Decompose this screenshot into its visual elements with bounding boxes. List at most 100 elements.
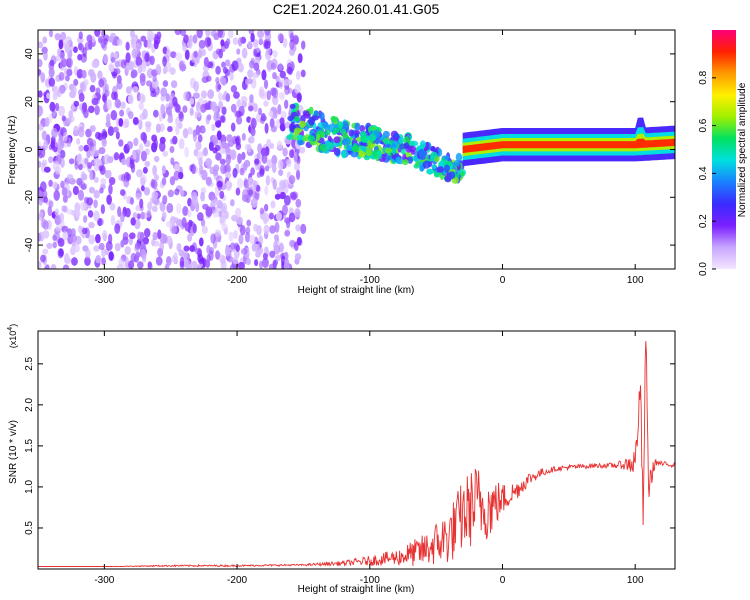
spectrogram-cell <box>38 145 42 156</box>
snr-frame <box>37 330 676 570</box>
spectrogram-x-tick-label: -200 <box>227 275 247 286</box>
spectrogram-cell <box>272 71 277 80</box>
spectrogram-cell <box>377 150 383 160</box>
spectrogram-cell <box>41 130 47 141</box>
spectrogram-cell <box>259 165 265 175</box>
spectrogram-cell <box>143 228 151 238</box>
spectrogram-cell <box>325 129 331 136</box>
spectrogram-cell <box>224 69 231 77</box>
spectrogram-cell <box>160 103 166 115</box>
spectrogram-cell <box>138 102 144 111</box>
spectrogram-cell <box>126 173 132 181</box>
spectrogram-cell <box>236 48 241 55</box>
spectrogram-cell <box>256 171 262 178</box>
snr-y-scale-exponent: 4 <box>7 327 14 331</box>
spectrogram-cell <box>88 39 93 50</box>
spectrogram-cell <box>234 110 242 118</box>
spectrogram-cell <box>59 51 65 60</box>
spectrogram-cell <box>216 180 223 188</box>
spectrogram-cell <box>293 36 299 45</box>
spectrogram-cell <box>192 223 197 234</box>
spectrogram-cell <box>175 124 180 136</box>
snr-series-line <box>38 341 675 568</box>
spectrogram-cell <box>122 231 129 241</box>
spectrogram-cell <box>132 86 139 93</box>
spectrogram-y-label: Frequency (Hz) <box>7 116 18 185</box>
spectrogram-cell <box>192 92 200 99</box>
spectrogram-cell <box>354 132 360 138</box>
spectrogram-cell <box>261 153 268 164</box>
spectrogram-cell <box>258 107 263 116</box>
spectrogram-cell <box>152 231 158 241</box>
spectrogram-cell <box>246 219 252 227</box>
spectrogram-cell <box>171 226 178 234</box>
spectrogram-cell <box>269 250 276 258</box>
spectrogram-cell <box>70 245 76 256</box>
colorbar-ticks: 0.0 0.2 0.4 0.6 0.8 <box>698 70 716 276</box>
spectrogram-cell <box>78 126 85 138</box>
spectrogram-cell <box>276 140 283 150</box>
spectrogram-cell <box>269 225 276 234</box>
spectrogram-cell <box>61 115 66 122</box>
spectrogram-cell <box>130 252 137 263</box>
spectrogram-cell <box>215 119 222 128</box>
spectrogram-cell <box>42 36 48 44</box>
spectrogram-cell <box>170 51 177 59</box>
spectrogram-cell <box>48 30 54 38</box>
spectrogram-cell <box>239 167 245 176</box>
figure-title: C2E1.2024.260.01.41.G05 <box>273 1 440 17</box>
spectrogram-cell <box>42 248 49 255</box>
spectrogram-cell <box>308 106 314 115</box>
spectrogram-cell <box>46 242 53 249</box>
spectrogram-cell <box>50 263 57 269</box>
spectrogram-cell <box>82 215 88 223</box>
spectrogram-cell <box>354 122 361 131</box>
spectrogram-cell <box>135 56 143 67</box>
spectrogram-cell <box>95 233 101 244</box>
spectrogram-cell <box>174 30 182 36</box>
spectrogram-cell <box>271 154 278 165</box>
spectrogram-cell <box>249 94 254 103</box>
spectrogram-cell <box>198 39 206 49</box>
spectrogram-cell <box>93 210 100 222</box>
spectrogram-cell <box>278 63 283 71</box>
spectrogram-cell <box>191 163 196 175</box>
spectrogram-cell <box>282 204 288 216</box>
spectrogram-cell <box>371 126 377 132</box>
spectrogram-cell <box>226 180 231 187</box>
spectrogram-y-tick-label: 20 <box>24 96 35 108</box>
colorbar-tick-label: 0.2 <box>698 214 709 228</box>
spectrogram-cell <box>224 246 231 257</box>
spectrogram-cell <box>341 120 349 130</box>
spectrogram-cell <box>108 176 116 186</box>
spectrogram-cell <box>201 48 206 57</box>
spectrogram-cell <box>155 123 161 133</box>
spectrogram-cell <box>408 145 417 153</box>
spectrogram-cell <box>161 177 167 186</box>
spectrogram-cell <box>294 84 302 95</box>
spectrogram-cell <box>184 222 190 232</box>
spectrogram-cell <box>284 121 291 129</box>
spectrogram-cell <box>278 92 285 100</box>
spectrogram-cell <box>241 47 248 59</box>
spectrogram-cell <box>137 231 142 242</box>
spectrogram-cell <box>263 79 269 90</box>
spectrogram-cell <box>245 226 251 235</box>
spectrogram-cell <box>89 170 94 181</box>
spectrogram-cell <box>282 147 288 157</box>
spectrogram-cell <box>118 139 124 147</box>
spectrogram-cell <box>48 77 56 87</box>
spectrogram-cell <box>49 101 56 112</box>
spectrogram-cell <box>136 213 141 220</box>
spectrogram-cell <box>124 246 131 256</box>
spectrogram-cell <box>101 247 106 258</box>
spectrogram-cell <box>195 107 202 118</box>
spectrogram-cell <box>444 155 450 161</box>
spectrogram-cell <box>413 154 418 162</box>
spectrogram-cell <box>268 212 274 220</box>
spectrogram-cell <box>250 167 255 176</box>
spectrogram-cell <box>170 157 175 166</box>
spectrogram-cell <box>107 155 114 164</box>
spectrogram-cell <box>202 148 209 157</box>
